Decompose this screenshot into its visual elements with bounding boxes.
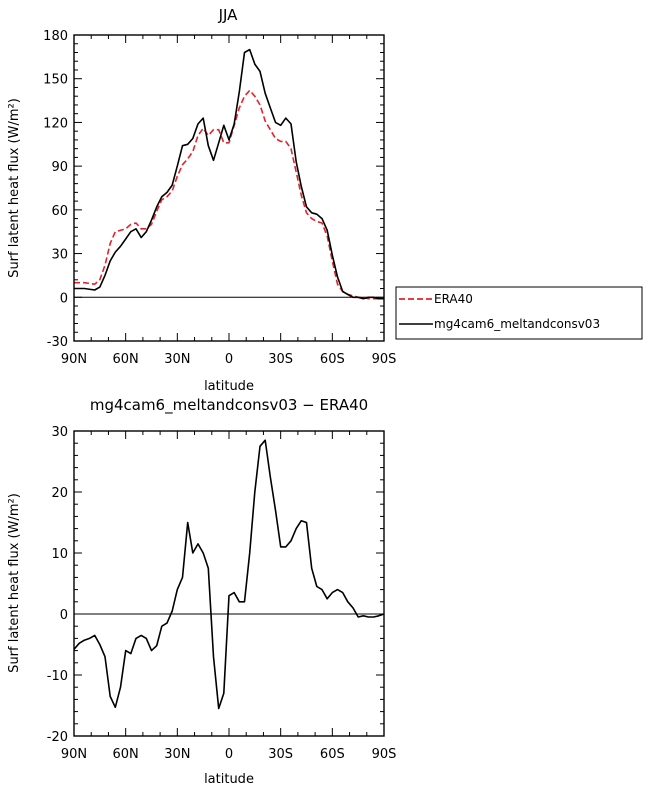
legend: ERA40 mg4cam6_meltandconsv03	[395, 286, 643, 340]
y-tick-label: 60	[51, 204, 68, 219]
bottom-axis-ticks: 90N 60N 30N 0 30S 60S 90S -20 -10 0 10 20 30	[47, 425, 397, 762]
bottom-x-axis-label: latitude	[204, 772, 254, 787]
bottom-y-axis-label: Surf latent heat flux (W/m²)	[7, 493, 22, 673]
x-tick-label: 60S	[320, 747, 345, 762]
series-line-mg4cam6-meltandconsv03	[74, 48, 384, 300]
x-tick-label: 30S	[268, 747, 293, 762]
x-tick-label: 60S	[320, 352, 345, 367]
y-tick-label: 30	[51, 248, 68, 263]
x-tick-label: 30N	[164, 352, 190, 367]
top-title: JJA	[218, 6, 239, 24]
y-tick-label: 0	[60, 608, 68, 623]
y-tick-label: 30	[51, 425, 68, 440]
legend-label-era40: ERA40	[434, 292, 473, 306]
y-tick-label: -10	[47, 669, 68, 684]
x-tick-label: 30S	[268, 352, 293, 367]
y-tick-label: 150	[43, 73, 68, 88]
x-tick-label: 90S	[372, 352, 397, 367]
x-tick-label: 90N	[61, 352, 87, 367]
x-tick-label: 90S	[372, 747, 397, 762]
y-tick-label: -30	[47, 335, 68, 350]
x-tick-label: 0	[225, 352, 233, 367]
y-tick-label: 180	[43, 29, 68, 44]
bottom-panel: mg4cam6_meltandconsv03 − ERA40 90N 60N 30N…	[7, 396, 396, 787]
y-tick-label: 120	[43, 116, 68, 131]
x-tick-label: 60N	[113, 747, 139, 762]
bottom-title: mg4cam6_meltandconsv03 − ERA40	[90, 396, 368, 415]
series-line-era40	[74, 89, 384, 300]
y-tick-label: 90	[51, 160, 68, 175]
series-line-diff-0	[73, 439, 385, 710]
y-tick-label: 20	[51, 486, 68, 501]
top-series	[74, 48, 384, 300]
legend-label-mg4cam6: mg4cam6_meltandconsv03	[434, 317, 600, 331]
bottom-series	[73, 439, 385, 710]
top-panel: JJA 90N 60N 30N 0 30S 60S 90S -30 0 30 60 90 120 150 1…	[7, 6, 396, 394]
top-y-axis-label: Surf latent heat flux (W/m²)	[7, 98, 22, 278]
y-tick-label: -20	[47, 730, 68, 745]
x-tick-label: 30N	[164, 747, 190, 762]
top-plot-frame	[73, 34, 385, 342]
top-axis-ticks: 90N 60N 30N 0 30S 60S 90S -30 0 30 60 90 120 150 180	[43, 29, 396, 367]
x-tick-label: 60N	[113, 352, 139, 367]
x-tick-label: 90N	[61, 747, 87, 762]
x-tick-label: 0	[225, 747, 233, 762]
legend-box	[395, 286, 643, 340]
y-tick-label: 10	[51, 547, 68, 562]
top-x-axis-label: latitude	[204, 379, 254, 394]
y-tick-label: 0	[60, 291, 68, 306]
